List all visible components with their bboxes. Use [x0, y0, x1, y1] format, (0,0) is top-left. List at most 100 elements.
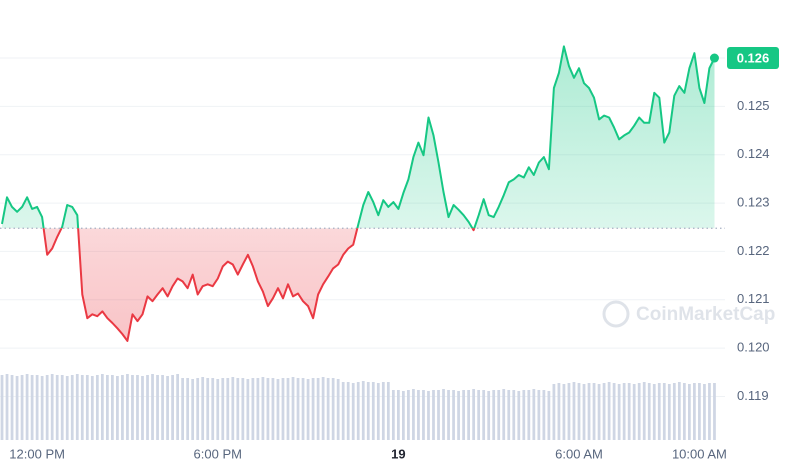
volume-bar — [582, 384, 586, 440]
volume-bar — [70, 375, 74, 440]
area-up — [2, 46, 715, 229]
price-line-down — [42, 228, 476, 342]
volume-bar — [617, 384, 621, 440]
volume-bar — [236, 378, 240, 440]
volume-bar — [632, 384, 636, 440]
volume-bar — [151, 374, 154, 440]
price-line-up — [1, 45, 716, 229]
volume-bar — [336, 379, 340, 440]
volume-bar — [457, 391, 460, 440]
volume-bar — [402, 391, 405, 440]
volume-bar — [276, 379, 280, 440]
volume-bar — [607, 382, 611, 440]
volume-bar — [20, 375, 24, 440]
volume-bar — [246, 379, 250, 440]
volume-bar — [85, 375, 89, 440]
volume-bar — [647, 383, 651, 440]
volume-bar — [50, 374, 54, 440]
volume-bar — [687, 384, 691, 440]
volume-bar — [407, 390, 410, 440]
volume-bar — [121, 375, 124, 440]
volume-bar — [261, 377, 265, 440]
y-tick-label: 0.119 — [737, 388, 769, 403]
volume-bar — [331, 378, 335, 440]
volume-bar — [417, 390, 420, 440]
volume-bar — [55, 375, 59, 440]
volume-bar — [467, 390, 470, 440]
volume-bar — [281, 378, 285, 440]
volume-bar — [351, 383, 355, 440]
volume-bar — [266, 378, 270, 440]
volume-bar — [587, 383, 591, 440]
volume-bar — [60, 375, 64, 440]
last-point — [709, 53, 719, 63]
volume-bar — [597, 384, 601, 440]
volume-bar — [577, 383, 581, 440]
volume-bar — [497, 390, 501, 440]
volume-bar — [708, 383, 711, 440]
volume-bar — [371, 382, 375, 440]
volume-bar — [271, 378, 275, 440]
volume-bar — [512, 390, 516, 440]
volume-bar — [131, 375, 134, 440]
y-tick-label: 0.125 — [737, 98, 770, 113]
volume-bar — [482, 390, 486, 440]
volume-bar — [567, 383, 571, 440]
volume-bar — [547, 391, 551, 440]
volume-bar — [642, 382, 646, 440]
volume-bar — [682, 383, 686, 440]
volume-bar — [241, 378, 245, 440]
volume-bar — [552, 384, 556, 440]
volume-bar — [30, 375, 34, 440]
volume-bar — [321, 377, 325, 440]
volume-bar — [386, 382, 390, 440]
x-tick-label: 6:00 AM — [555, 446, 603, 461]
volume-bar — [477, 390, 481, 440]
volume-bar — [301, 378, 305, 440]
volume-bar — [95, 375, 99, 440]
volume-bar — [703, 384, 706, 440]
volume-bar — [437, 390, 440, 440]
volume-bar — [191, 379, 195, 440]
volume-bar — [502, 389, 506, 440]
volume-bar — [346, 382, 350, 440]
volume-bar — [462, 390, 465, 440]
volume-bar — [90, 376, 94, 440]
volume-bar — [5, 374, 9, 440]
volume-bar — [542, 390, 546, 440]
volume-bar — [40, 376, 44, 440]
volume-bar — [341, 382, 345, 440]
volume-bar — [713, 383, 716, 440]
x-tick-label: 10:00 AM — [672, 446, 727, 461]
volume-bar — [25, 374, 29, 440]
volume-bar — [126, 374, 129, 440]
volume-bar — [226, 378, 230, 440]
volume-bar — [116, 376, 119, 440]
x-tick-label: 6:00 PM — [194, 446, 242, 461]
volume-bar — [316, 378, 320, 440]
volume-bar — [427, 391, 430, 440]
volume-bar — [562, 384, 566, 440]
volume-bar — [677, 382, 681, 440]
price-badge-label: 0.126 — [737, 50, 770, 65]
volume-bar — [201, 377, 205, 440]
volume-bar — [136, 375, 139, 440]
volume-bar — [45, 375, 49, 440]
volume-bar — [396, 390, 400, 440]
volume-bar — [361, 381, 365, 440]
volume-bar — [146, 375, 149, 440]
volume-bar — [10, 375, 14, 440]
volume-bar — [306, 379, 310, 440]
volume-bar — [447, 390, 450, 440]
volume-bar — [698, 383, 701, 440]
volume-bar — [507, 390, 511, 440]
y-tick-label: 0.121 — [737, 291, 770, 306]
area-down — [2, 228, 715, 341]
volume-bar — [381, 382, 385, 440]
volume-bar — [176, 374, 179, 440]
volume-bar — [376, 383, 380, 440]
volume-bar — [693, 383, 696, 440]
volume-bar — [532, 389, 536, 440]
x-tick-label: 12:00 PM — [9, 446, 65, 461]
volume-bar — [251, 378, 255, 440]
